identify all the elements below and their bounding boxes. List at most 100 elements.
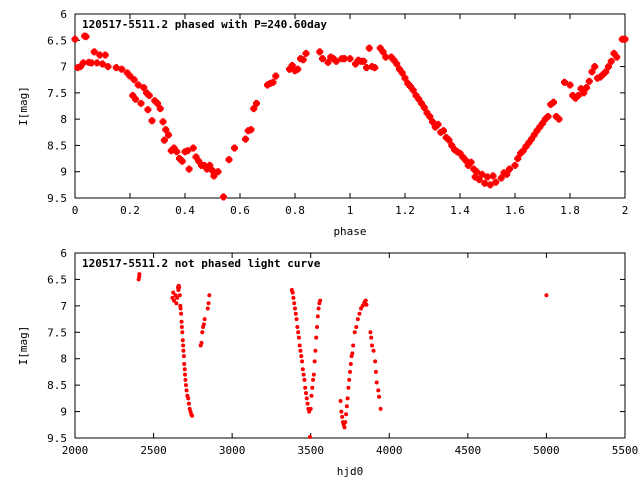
data-point <box>459 153 467 161</box>
y-tick-label: 8 <box>60 353 67 366</box>
data-point <box>379 48 387 56</box>
data-point <box>104 63 112 71</box>
data-point <box>610 49 618 57</box>
data-point <box>373 369 378 374</box>
data-point <box>207 293 212 298</box>
data-point <box>199 340 204 345</box>
data-point <box>352 330 357 335</box>
data-point <box>324 58 332 66</box>
data-point <box>298 348 303 353</box>
data-point <box>451 146 458 154</box>
y-tick-label: 7.5 <box>47 326 67 339</box>
x-tick-label: 0.8 <box>285 204 305 217</box>
x-tick-label: 3500 <box>297 444 324 457</box>
x-tick-label: 3000 <box>219 444 246 457</box>
data-point <box>596 73 604 81</box>
data-point <box>302 49 310 57</box>
data-point <box>357 311 362 316</box>
data-point <box>368 330 373 335</box>
data-point <box>492 178 500 186</box>
data-point <box>412 91 420 99</box>
data-point <box>151 97 159 105</box>
data-point <box>144 106 152 114</box>
data-point <box>130 76 138 84</box>
data-point <box>572 94 579 102</box>
data-point <box>134 81 142 89</box>
data-point <box>423 109 431 117</box>
x-tick-label: 4500 <box>455 444 482 457</box>
data-point <box>489 172 497 180</box>
data-point <box>189 144 197 152</box>
data-point <box>129 91 137 99</box>
y-tick-label: 8.5 <box>47 379 67 392</box>
data-point <box>341 55 348 63</box>
data-point <box>409 86 417 94</box>
x-tick-label: 0.6 <box>230 204 250 217</box>
data-point <box>316 306 321 311</box>
data-point <box>175 295 180 300</box>
data-point <box>373 359 378 364</box>
data-point <box>206 301 211 306</box>
data-point <box>79 59 87 67</box>
data-point <box>440 127 447 135</box>
data-point <box>178 157 186 165</box>
data-point <box>377 394 382 399</box>
data-point <box>305 401 310 406</box>
data-point <box>88 59 95 67</box>
data-point <box>272 72 280 80</box>
data-point <box>315 314 320 319</box>
data-point <box>309 393 314 398</box>
data-point <box>506 165 513 173</box>
data-point <box>588 68 596 76</box>
data-point <box>605 63 612 71</box>
data-point <box>350 351 355 356</box>
data-point <box>154 99 161 107</box>
data-point <box>181 354 186 359</box>
data-point <box>420 104 428 112</box>
data-point <box>327 53 335 61</box>
data-point <box>286 65 293 73</box>
data-point <box>299 354 304 359</box>
data-point <box>365 44 373 52</box>
data-point <box>475 176 483 184</box>
data-point <box>165 131 172 139</box>
data-point <box>290 290 295 295</box>
data-point <box>82 33 90 41</box>
data-point <box>300 359 305 364</box>
y-tick-label: 9 <box>60 166 67 179</box>
data-point <box>544 113 552 121</box>
data-point <box>497 174 505 182</box>
data-point <box>552 113 560 121</box>
y-tick-label: 9.5 <box>47 432 67 445</box>
data-point <box>181 343 186 348</box>
data-point <box>242 135 249 143</box>
data-point <box>418 99 425 107</box>
data-point <box>401 74 409 82</box>
data-point <box>96 51 104 59</box>
data-point <box>292 301 297 306</box>
data-point <box>330 55 337 63</box>
data-point <box>547 100 555 108</box>
data-point <box>179 325 184 329</box>
data-point <box>415 95 423 103</box>
x-tick-label: 1.2 <box>395 204 415 217</box>
data-point <box>214 168 222 176</box>
data-point <box>332 57 340 65</box>
data-point <box>269 78 277 86</box>
data-point <box>294 317 299 322</box>
data-point <box>340 414 345 419</box>
data-point <box>183 383 188 388</box>
plot-title: 120517-5511.2 not phased light curve <box>82 257 321 270</box>
data-point <box>426 113 434 121</box>
x-tick-label: 1 <box>347 204 354 217</box>
data-point <box>569 91 577 99</box>
data-point <box>470 165 478 173</box>
data-point <box>311 377 316 382</box>
data-point <box>511 161 519 169</box>
x-tick-label: 1.4 <box>450 204 470 217</box>
x-axis-label: hjd0 <box>337 465 364 478</box>
data-point <box>396 65 403 73</box>
data-point <box>132 95 139 103</box>
data-point <box>291 295 296 300</box>
data-point <box>210 172 218 180</box>
